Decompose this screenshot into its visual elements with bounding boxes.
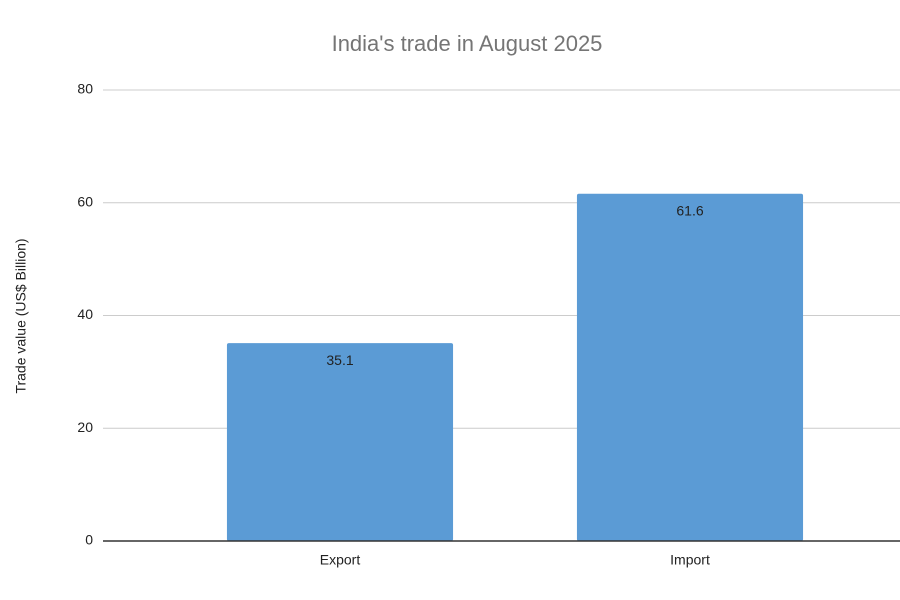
y-tick-label: 20 xyxy=(77,419,93,435)
bar xyxy=(226,343,454,541)
data-label: 35.1 xyxy=(326,352,353,368)
y-tick-label: 0 xyxy=(85,532,93,548)
y-axis-label: Trade value (US$ Billion) xyxy=(13,238,29,393)
chart-title: India's trade in August 2025 xyxy=(332,31,603,56)
y-tick-label: 60 xyxy=(77,193,93,209)
bar xyxy=(576,193,804,542)
y-tick-label: 80 xyxy=(77,81,93,97)
x-tick-label: Import xyxy=(670,552,710,568)
y-tick-label: 40 xyxy=(77,306,93,322)
x-tick-label: Export xyxy=(320,552,361,568)
data-label: 61.6 xyxy=(676,202,703,218)
